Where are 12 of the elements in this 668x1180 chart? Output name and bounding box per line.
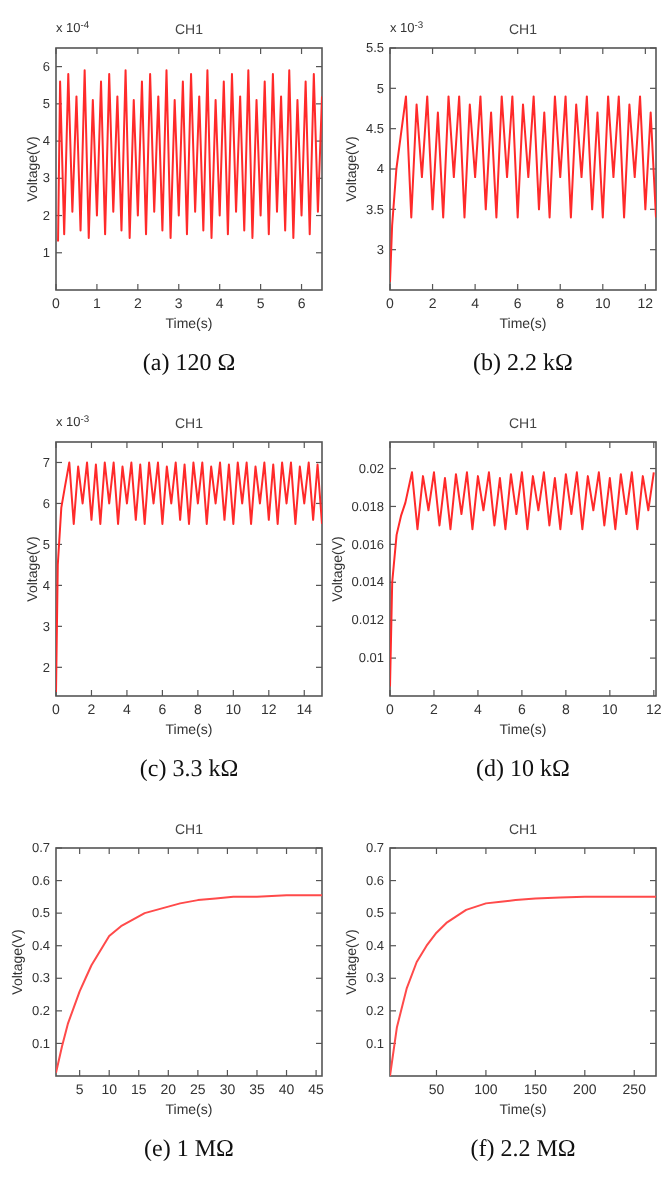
text: (f) 2.2 MΩ (470, 1134, 576, 1162)
text: (c) 3.3 kΩ (139, 754, 239, 782)
line-series (57, 69, 322, 243)
line-series (56, 461, 322, 693)
text: (a) 120 Ω (142, 348, 236, 376)
line-series (56, 894, 322, 1074)
line-series (390, 95, 656, 283)
line-series (390, 471, 655, 688)
text: (b) 2.2 kΩ (473, 348, 574, 376)
text: (d) 10 kΩ (476, 754, 571, 782)
text: (e) 1 MΩ (144, 1134, 235, 1162)
line-series (390, 895, 656, 1076)
